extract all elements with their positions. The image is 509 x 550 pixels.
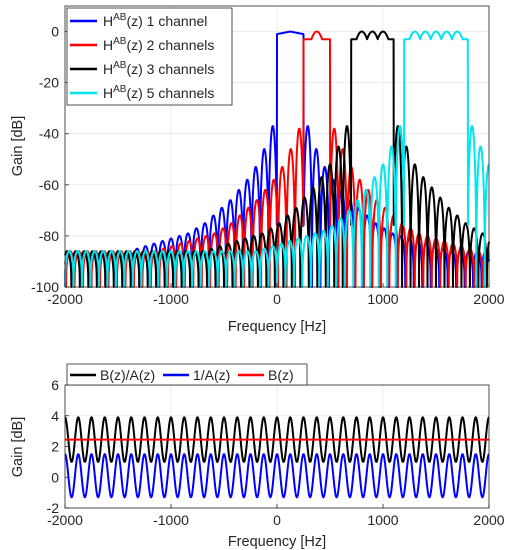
x-tick-label: -2000 (47, 512, 83, 528)
legend-label-superscript: AB (113, 60, 127, 71)
legend-label: B(z) (268, 367, 294, 383)
x-tick-label: 2000 (473, 291, 504, 307)
legend-label-rest: (z) 5 channels (126, 85, 214, 101)
legend-label: HAB(z) 5 channels (103, 84, 214, 101)
legend-label-rest: (z) 3 channels (126, 61, 214, 77)
x-tick-label: -1000 (153, 291, 189, 307)
y-axis-label-bottom: Gain [dB] (10, 417, 26, 477)
legend-label-base: H (103, 37, 113, 53)
y-tick-label: 0 (51, 469, 59, 485)
x-tick-label: 1000 (367, 291, 398, 307)
ripple-gain-chart: -2000 -1000 0 1000 2000 6 4 2 0 -2 Frequency [Hz]… (10, 363, 505, 550)
ticks-top: -2000 -1000 0 1000 2000 0 -20 -40 -60 -80 -100 (31, 24, 505, 307)
legend-entries-bottom: B(z)/A(z) 1/A(z) B(z) (70, 367, 294, 383)
legend-label-superscript: AB (113, 84, 127, 95)
legend-label-superscript: AB (113, 36, 127, 47)
legend-label-rest: (z) 1 channel (126, 13, 207, 29)
y-tick-label: -40 (39, 126, 59, 142)
legend-bottom: B(z)/A(z) 1/A(z) B(z) (66, 363, 308, 386)
legend-label: B(z)/A(z) (100, 367, 155, 383)
x-axis-label-bottom: Frequency [Hz] (228, 534, 326, 550)
x-tick-label: 2000 (473, 512, 504, 528)
legend-label-base: H (103, 61, 113, 77)
y-tick-label: -2 (47, 500, 60, 516)
series-line (64, 453, 490, 499)
legend-label-base: H (103, 85, 113, 101)
y-tick-label: 2 (51, 439, 59, 455)
y-tick-label: 6 (51, 377, 59, 393)
legend-label: HAB(z) 3 channels (103, 60, 214, 77)
y-tick-label: -20 (39, 75, 59, 91)
y-tick-label: -100 (31, 279, 59, 295)
legend-label-rest: (z) 2 channels (126, 37, 214, 53)
x-tick-label: -2000 (47, 291, 83, 307)
legend-box-top (66, 7, 233, 106)
y-tick-label: -80 (39, 228, 59, 244)
legend-label-base: H (103, 13, 113, 29)
series-bottom (64, 416, 490, 499)
legend-label: HAB(z) 1 channel (103, 12, 207, 29)
x-tick-label: 0 (273, 291, 281, 307)
x-tick-label: 1000 (367, 512, 398, 528)
legend-label: 1/A(z) (193, 367, 230, 383)
legend-label-superscript: AB (113, 12, 127, 23)
y-tick-label: 4 (51, 408, 59, 424)
x-axis-label-top: Frequency [Hz] (228, 319, 326, 335)
series-line (64, 416, 490, 463)
y-tick-label: 0 (51, 24, 59, 40)
y-axis-label-top: Gain [dB] (10, 116, 26, 176)
x-tick-label: -1000 (153, 512, 189, 528)
x-tick-label: 0 (273, 512, 281, 528)
ticks-bottom: -2000 -1000 0 1000 2000 6 4 2 0 -2 (47, 377, 505, 528)
y-tick-label: -60 (39, 177, 59, 193)
gain-response-chart: -2000 -1000 0 1000 2000 0 -20 -40 -60 -80 -100 Fre… (10, 5, 505, 335)
legend-label: HAB(z) 2 channels (103, 36, 214, 53)
